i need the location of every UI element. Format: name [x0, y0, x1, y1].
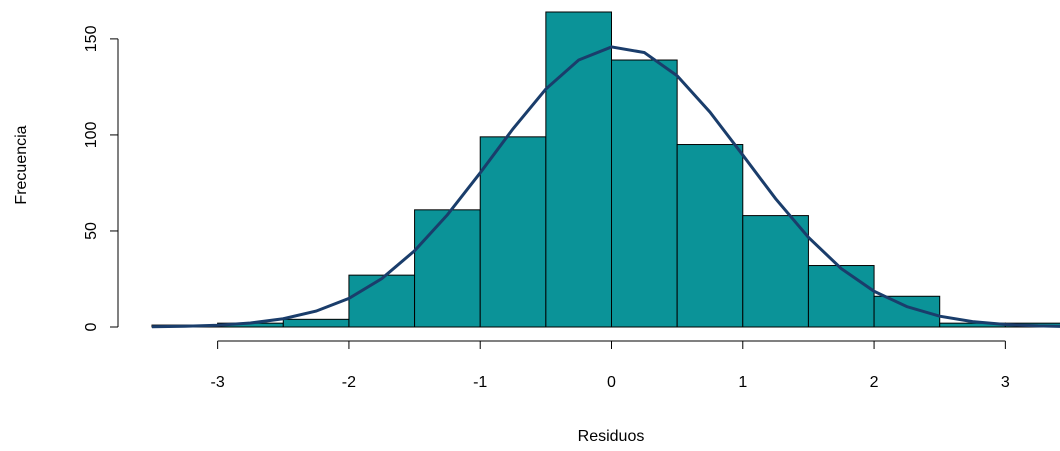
- y-axis-label: Frecuencia: [13, 125, 30, 204]
- x-tick-label: 3: [1001, 374, 1010, 391]
- bar: [545, 11, 612, 328]
- x-tick-label: -3: [211, 374, 225, 391]
- bar: [807, 265, 875, 328]
- x-tick-label: 2: [870, 374, 879, 391]
- y-tick-label: 100: [83, 121, 100, 148]
- bar: [873, 295, 941, 328]
- x-axis-label: Residuos: [578, 428, 645, 445]
- y-tick-label: 50: [83, 222, 100, 240]
- bar: [742, 215, 809, 328]
- x-tick-label: 0: [607, 374, 616, 391]
- bar: [282, 318, 350, 328]
- x-tick-label: 1: [738, 374, 747, 391]
- density-curve: [151, 45, 1060, 329]
- y-tick-label: 150: [83, 25, 100, 52]
- bar: [611, 59, 678, 328]
- bar: [348, 274, 416, 328]
- x-tick-label: -2: [342, 374, 356, 391]
- bar: [479, 136, 547, 328]
- bar: [676, 144, 744, 328]
- y-tick-label: 0: [83, 322, 100, 331]
- bar: [414, 209, 481, 328]
- x-tick-label: -1: [473, 374, 487, 391]
